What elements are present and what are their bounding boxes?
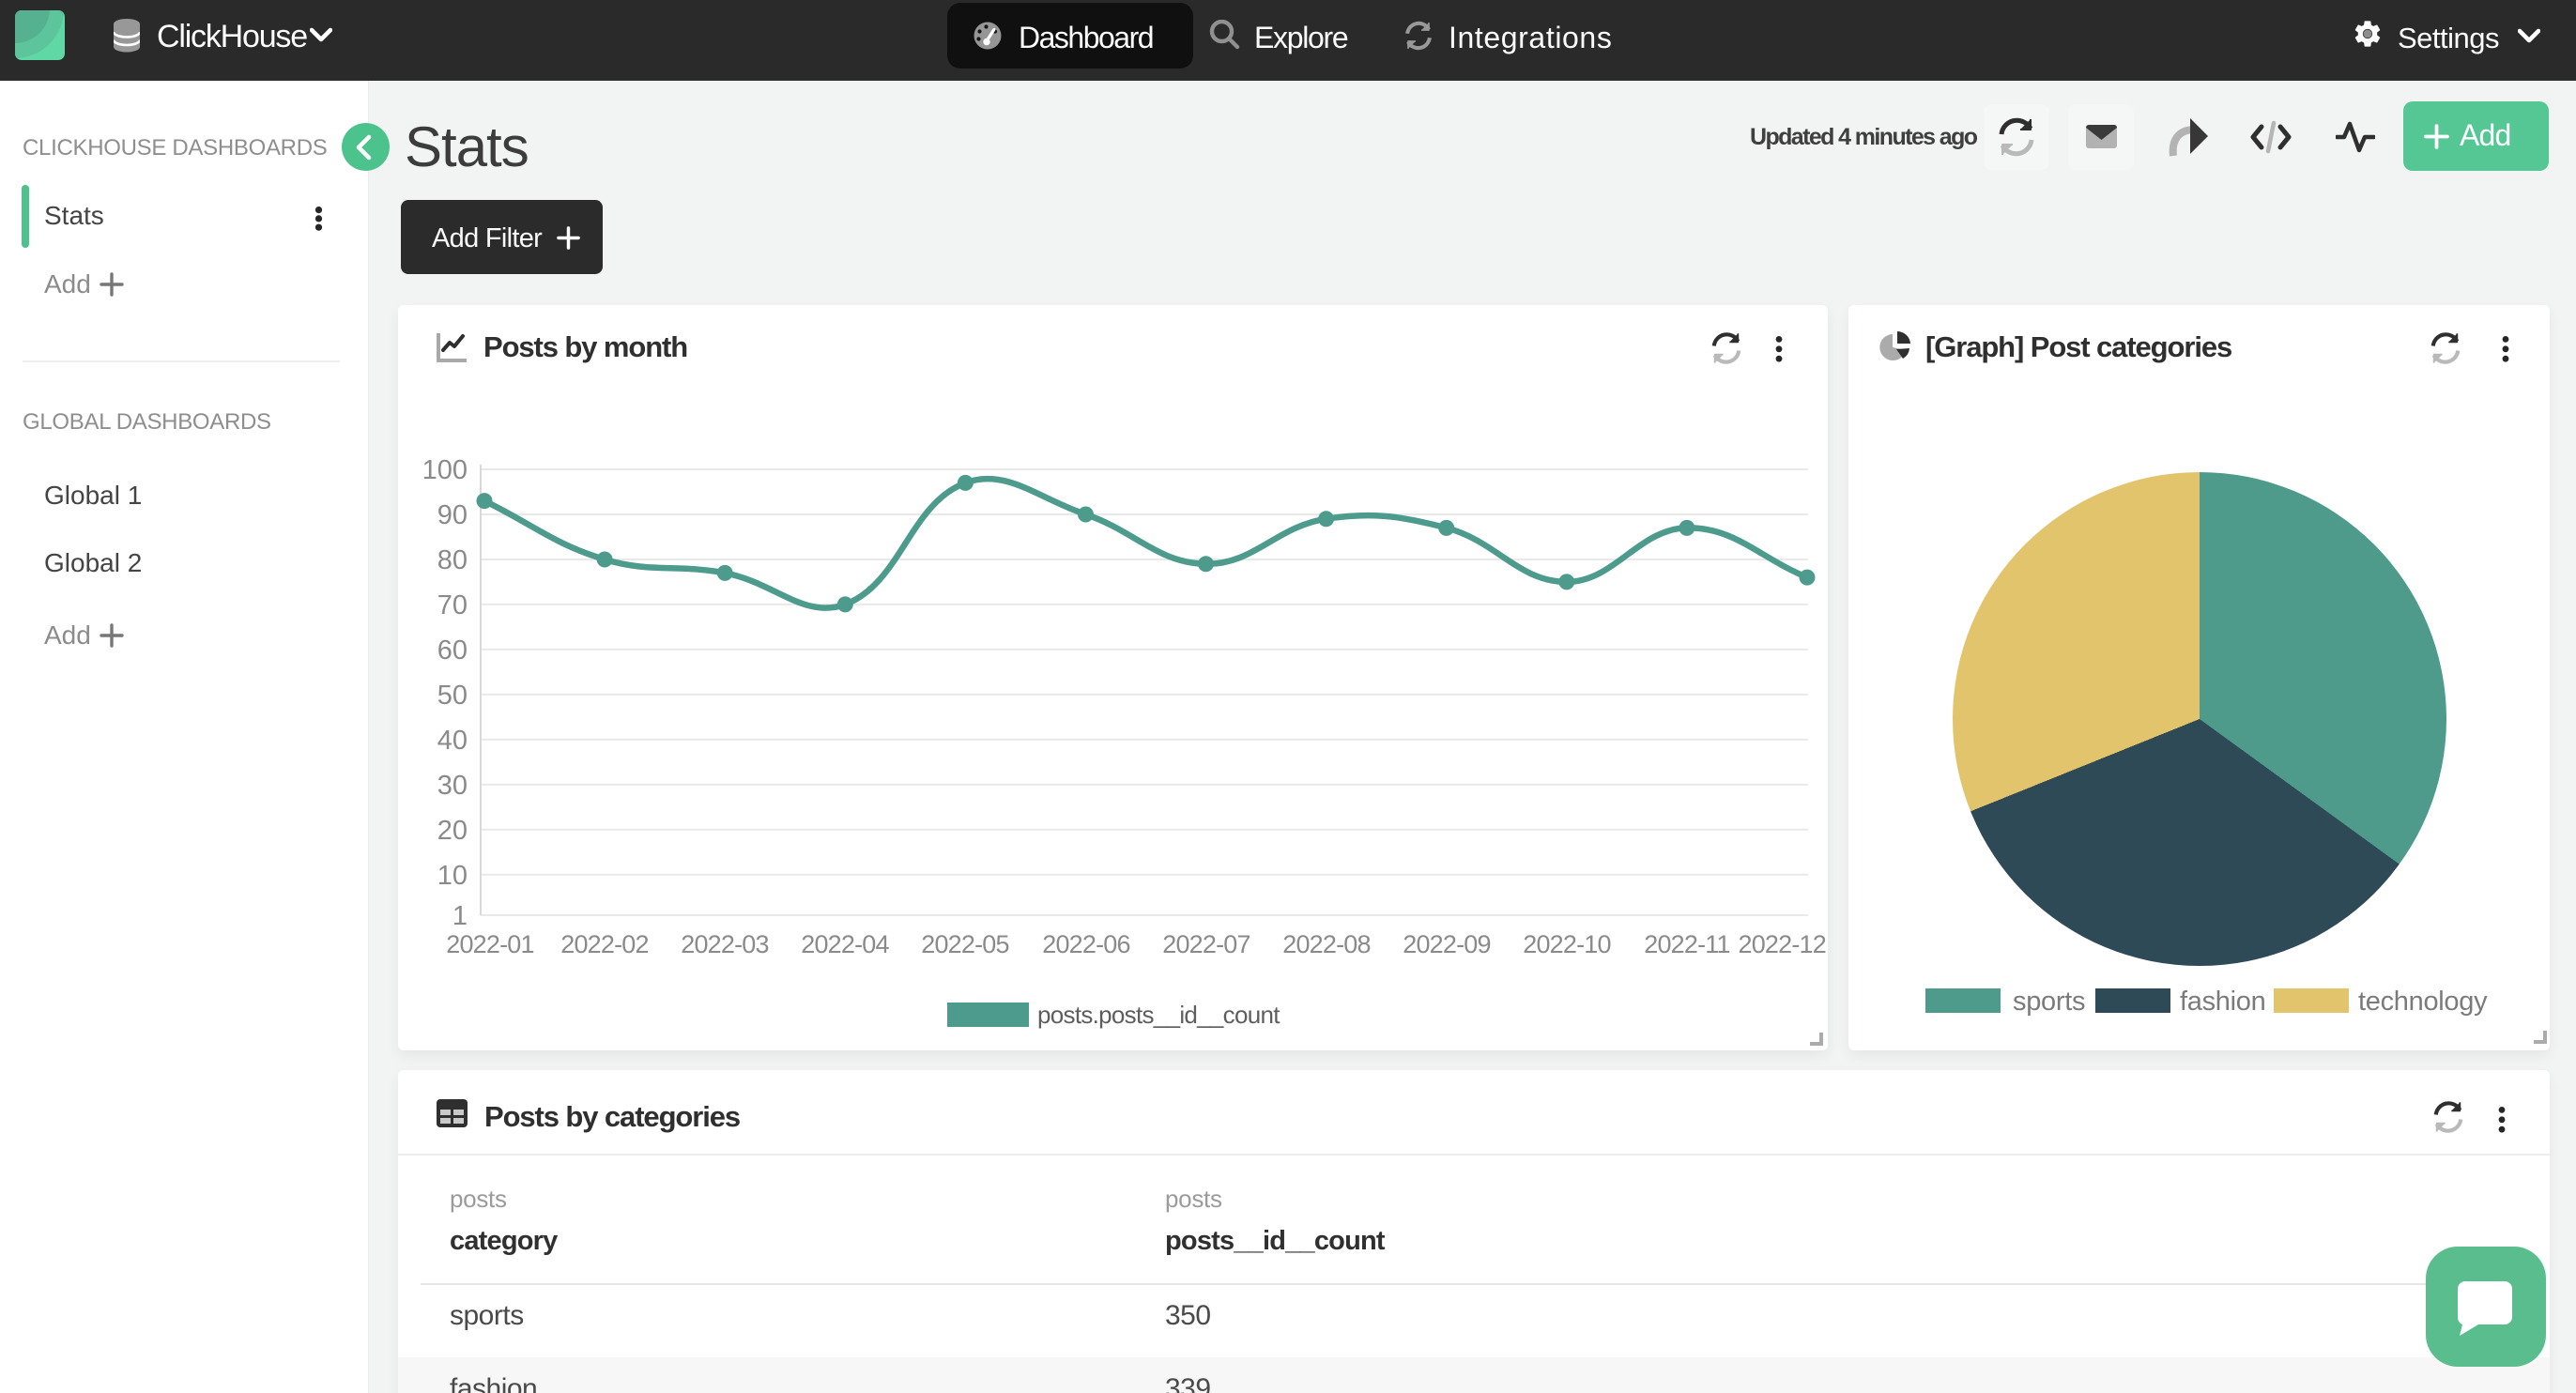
svg-text:2022-07: 2022-07 [1162,930,1250,958]
svg-text:60: 60 [437,635,468,666]
svg-text:70: 70 [437,590,468,620]
svg-text:2022-06: 2022-06 [1042,930,1130,958]
svg-text:2022-11: 2022-11 [1644,930,1729,958]
svg-text:40: 40 [437,726,468,756]
svg-text:2022-01: 2022-01 [446,930,534,958]
svg-text:posts.posts__id__count: posts.posts__id__count [1037,1001,1280,1029]
svg-text:2022-04: 2022-04 [801,930,889,958]
svg-text:30: 30 [437,771,468,801]
svg-text:1: 1 [452,901,468,931]
svg-text:2022-02: 2022-02 [560,930,649,958]
svg-text:2022-08: 2022-08 [1282,930,1371,958]
svg-text:80: 80 [437,545,468,575]
svg-text:50: 50 [437,681,468,711]
svg-text:2022-03: 2022-03 [681,930,769,958]
svg-text:2022-09: 2022-09 [1403,930,1491,958]
svg-text:20: 20 [437,816,468,846]
svg-text:2022-12: 2022-12 [1739,930,1827,958]
svg-text:2022-05: 2022-05 [921,930,1009,958]
svg-text:10: 10 [437,861,468,891]
svg-text:100: 100 [422,455,468,485]
svg-text:2022-10: 2022-10 [1523,930,1611,958]
svg-text:90: 90 [437,500,468,530]
